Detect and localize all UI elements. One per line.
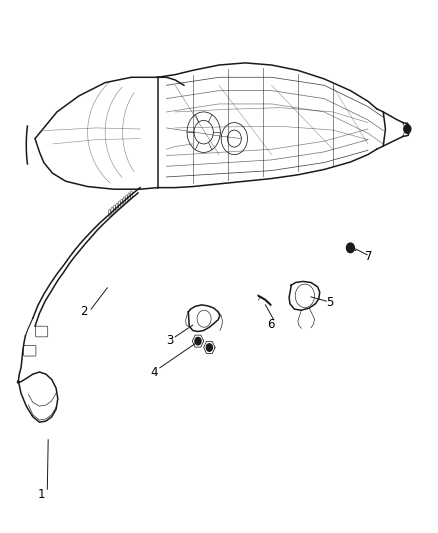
Text: 5: 5 [326, 296, 333, 309]
Text: 6: 6 [267, 318, 275, 330]
Text: 3: 3 [166, 334, 173, 346]
Circle shape [206, 344, 212, 351]
Circle shape [346, 243, 354, 253]
Text: 1: 1 [38, 488, 46, 501]
Circle shape [195, 337, 201, 345]
Text: 4: 4 [150, 366, 158, 378]
Circle shape [404, 125, 411, 133]
Text: 2: 2 [80, 305, 88, 318]
Text: 7: 7 [365, 251, 373, 263]
